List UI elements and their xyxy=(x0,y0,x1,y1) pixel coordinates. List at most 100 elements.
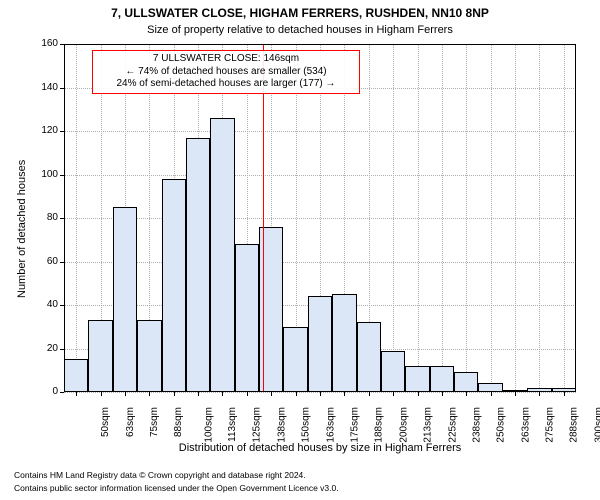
xtick xyxy=(198,392,199,396)
xtick xyxy=(101,392,102,396)
bar xyxy=(381,351,405,392)
xtick xyxy=(296,392,297,396)
xtick xyxy=(564,392,565,396)
xtick-label: 113sqm xyxy=(228,407,238,442)
ytick xyxy=(60,44,64,45)
bar xyxy=(137,320,161,392)
reference-line xyxy=(263,44,264,392)
x-axis-label: Distribution of detached houses by size … xyxy=(64,442,576,454)
xtick-label: 250sqm xyxy=(497,407,507,443)
xtick xyxy=(149,392,150,396)
bar xyxy=(308,296,332,392)
footnote-line-1: Contains HM Land Registry data © Crown c… xyxy=(14,470,306,480)
xtick-label: 50sqm xyxy=(101,407,111,437)
bar xyxy=(88,320,112,392)
bar xyxy=(527,388,551,392)
figure: 7, ULLSWATER CLOSE, HIGHAM FERRERS, RUSH… xyxy=(0,0,600,500)
xtick-label: 75sqm xyxy=(150,407,160,437)
ytick-label: 0 xyxy=(30,387,58,397)
ytick-label: 40 xyxy=(30,300,58,310)
y-axis-label: Number of detached houses xyxy=(16,160,28,298)
chart-title-main: 7, ULLSWATER CLOSE, HIGHAM FERRERS, RUSH… xyxy=(0,6,600,20)
xtick-label: 275sqm xyxy=(546,407,556,443)
xtick xyxy=(76,392,77,396)
ytick xyxy=(60,88,64,89)
xtick xyxy=(393,392,394,396)
ytick xyxy=(60,131,64,132)
xtick-label: 225sqm xyxy=(448,407,458,443)
grid-v xyxy=(76,44,77,392)
info-line-1: 7 ULLSWATER CLOSE: 146sqm xyxy=(97,53,355,66)
ytick xyxy=(60,392,64,393)
info-box: 7 ULLSWATER CLOSE: 146sqm ← 74% of detac… xyxy=(92,50,360,94)
grid-v xyxy=(418,44,419,392)
xtick xyxy=(369,392,370,396)
grid-v xyxy=(466,44,467,392)
xtick-label: 175sqm xyxy=(351,407,361,443)
xtick-label: 138sqm xyxy=(277,407,287,443)
bar xyxy=(357,322,381,392)
bar xyxy=(186,138,210,392)
bar xyxy=(113,207,137,392)
ytick xyxy=(60,349,64,350)
bar xyxy=(283,327,307,392)
ytick xyxy=(60,218,64,219)
xtick xyxy=(222,392,223,396)
xtick xyxy=(271,392,272,396)
grid-v xyxy=(539,44,540,392)
ytick-label: 100 xyxy=(30,170,58,180)
ytick-label: 160 xyxy=(30,39,58,49)
xtick-label: 300sqm xyxy=(594,407,600,443)
bar xyxy=(454,372,478,392)
xtick xyxy=(515,392,516,396)
xtick xyxy=(125,392,126,396)
bar xyxy=(332,294,356,392)
bar xyxy=(430,366,454,392)
ytick-label: 120 xyxy=(30,126,58,136)
bar xyxy=(478,383,502,392)
plot-area xyxy=(64,44,576,392)
xtick-label: 288sqm xyxy=(570,407,580,443)
xtick-label: 188sqm xyxy=(375,407,385,443)
xtick xyxy=(466,392,467,396)
bar xyxy=(162,179,186,392)
xtick xyxy=(247,392,248,396)
xtick xyxy=(174,392,175,396)
bar xyxy=(405,366,429,392)
bar xyxy=(552,388,576,392)
ytick-label: 140 xyxy=(30,83,58,93)
xtick-label: 213sqm xyxy=(424,407,434,443)
ytick xyxy=(60,175,64,176)
bar xyxy=(64,359,88,392)
xtick xyxy=(418,392,419,396)
info-line-3: 24% of semi-detached houses are larger (… xyxy=(97,78,355,91)
xtick-label: 63sqm xyxy=(126,407,136,437)
ytick-label: 20 xyxy=(30,344,58,354)
bar xyxy=(210,118,234,392)
xtick-label: 150sqm xyxy=(302,407,312,443)
bar xyxy=(235,244,259,392)
xtick-label: 263sqm xyxy=(521,407,531,443)
ytick-label: 60 xyxy=(30,257,58,267)
xtick xyxy=(442,392,443,396)
grid-v xyxy=(491,44,492,392)
xtick-label: 163sqm xyxy=(326,407,336,443)
xtick-label: 238sqm xyxy=(472,407,482,443)
xtick-label: 125sqm xyxy=(253,407,263,443)
xtick-label: 100sqm xyxy=(204,407,214,443)
footnote-line-2: Contains public sector information licen… xyxy=(14,483,339,493)
xtick-label: 88sqm xyxy=(174,407,184,437)
ytick xyxy=(60,305,64,306)
xtick xyxy=(491,392,492,396)
grid-v xyxy=(564,44,565,392)
xtick xyxy=(320,392,321,396)
bar xyxy=(503,390,527,392)
xtick xyxy=(344,392,345,396)
xtick-label: 200sqm xyxy=(399,407,409,443)
ytick xyxy=(60,262,64,263)
grid-v xyxy=(515,44,516,392)
grid-v xyxy=(442,44,443,392)
ytick-label: 80 xyxy=(30,213,58,223)
grid-v xyxy=(393,44,394,392)
xtick xyxy=(539,392,540,396)
